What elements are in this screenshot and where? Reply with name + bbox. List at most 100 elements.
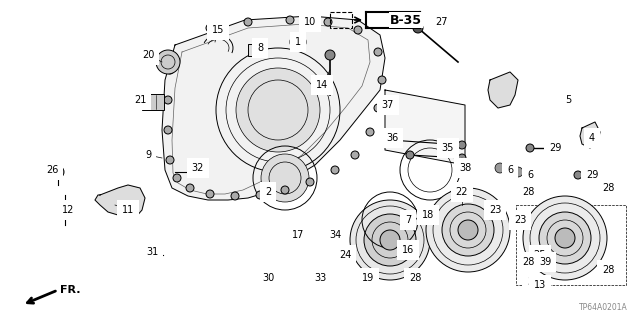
Circle shape: [281, 186, 289, 194]
Text: B-35: B-35: [390, 13, 422, 27]
Text: 37: 37: [382, 100, 394, 110]
Circle shape: [374, 48, 382, 56]
Polygon shape: [95, 185, 145, 218]
Circle shape: [313, 273, 323, 283]
Circle shape: [574, 171, 582, 179]
Circle shape: [300, 14, 316, 30]
Circle shape: [186, 184, 194, 192]
Text: 22: 22: [456, 187, 468, 197]
Circle shape: [458, 141, 466, 149]
Text: 31: 31: [146, 247, 158, 257]
Circle shape: [426, 188, 510, 272]
Text: 20: 20: [142, 50, 154, 60]
Text: 17: 17: [292, 230, 304, 240]
Text: 28: 28: [602, 265, 614, 275]
Circle shape: [413, 23, 423, 33]
Circle shape: [166, 156, 174, 164]
Circle shape: [286, 16, 294, 24]
Text: 6: 6: [527, 170, 533, 180]
Text: 6: 6: [507, 165, 513, 175]
Circle shape: [386, 136, 394, 144]
Text: 14: 14: [316, 80, 328, 90]
Text: 18: 18: [422, 210, 434, 220]
Text: 29: 29: [586, 170, 598, 180]
Circle shape: [206, 24, 214, 32]
Circle shape: [495, 163, 505, 173]
Text: 28: 28: [602, 183, 614, 193]
Circle shape: [555, 228, 575, 248]
Text: 28: 28: [409, 273, 421, 283]
Circle shape: [306, 178, 314, 186]
Bar: [142, 94, 164, 110]
Circle shape: [150, 250, 160, 260]
Bar: [330, 12, 352, 28]
Text: 12: 12: [62, 205, 74, 215]
Text: 34: 34: [329, 230, 341, 240]
Text: 3: 3: [527, 277, 533, 287]
Circle shape: [363, 273, 373, 283]
Text: 33: 33: [314, 273, 326, 283]
Circle shape: [303, 17, 313, 27]
Polygon shape: [162, 16, 385, 200]
Text: 27: 27: [436, 17, 448, 27]
Circle shape: [366, 128, 374, 136]
Circle shape: [351, 151, 359, 159]
Text: 5: 5: [565, 95, 571, 105]
Circle shape: [263, 273, 273, 283]
Text: 2: 2: [265, 187, 271, 197]
Circle shape: [164, 126, 172, 134]
Circle shape: [193, 167, 203, 177]
Text: TP64A0201A: TP64A0201A: [579, 303, 628, 312]
Circle shape: [231, 192, 239, 200]
Text: 23: 23: [489, 205, 501, 215]
Text: 39: 39: [539, 257, 551, 267]
Text: 23: 23: [514, 215, 526, 225]
Circle shape: [206, 190, 214, 198]
Circle shape: [539, 212, 591, 264]
Circle shape: [458, 220, 478, 240]
Circle shape: [52, 166, 64, 178]
Text: 28: 28: [522, 187, 534, 197]
Circle shape: [236, 68, 320, 152]
Text: 15: 15: [212, 25, 224, 35]
Bar: [516, 205, 626, 285]
Circle shape: [364, 214, 416, 266]
Bar: [248, 44, 266, 56]
Circle shape: [374, 104, 382, 112]
Circle shape: [526, 144, 534, 152]
Circle shape: [331, 166, 339, 174]
Text: FR.: FR.: [60, 285, 81, 295]
Text: 13: 13: [534, 280, 546, 290]
Text: 24: 24: [339, 250, 351, 260]
Text: 11: 11: [122, 205, 134, 215]
Circle shape: [164, 96, 172, 104]
Text: 21: 21: [134, 95, 146, 105]
Circle shape: [523, 196, 607, 280]
Circle shape: [173, 174, 181, 182]
Polygon shape: [580, 122, 600, 148]
Text: 28: 28: [522, 257, 534, 267]
Text: 4: 4: [589, 133, 595, 143]
Circle shape: [380, 230, 400, 250]
Circle shape: [60, 205, 70, 215]
Text: 25: 25: [534, 250, 547, 260]
Circle shape: [406, 151, 414, 159]
Text: 35: 35: [442, 143, 454, 153]
Text: 9: 9: [145, 150, 151, 160]
Circle shape: [354, 26, 362, 34]
Circle shape: [350, 200, 430, 280]
Circle shape: [261, 154, 309, 202]
Circle shape: [290, 34, 306, 50]
Text: 8: 8: [257, 43, 263, 53]
Circle shape: [324, 18, 332, 26]
Circle shape: [442, 204, 494, 256]
Circle shape: [513, 167, 523, 177]
Text: 26: 26: [46, 165, 58, 175]
Text: 10: 10: [304, 17, 316, 27]
Circle shape: [244, 18, 252, 26]
Circle shape: [166, 66, 174, 74]
Circle shape: [378, 76, 386, 84]
Circle shape: [325, 50, 335, 60]
Polygon shape: [488, 72, 518, 108]
Circle shape: [256, 191, 264, 199]
